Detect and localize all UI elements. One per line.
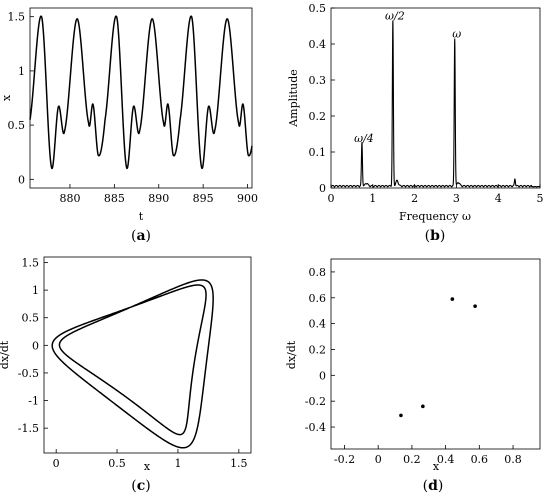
panel-b-spectrum-line bbox=[330, 20, 541, 188]
panel-d-y-tick-label: -0.4 bbox=[305, 421, 326, 434]
panel-b-x-tick-label: 3 bbox=[453, 192, 460, 205]
panel-d-plot-frame bbox=[330, 258, 541, 450]
panel-b-x-tick-label: 1 bbox=[369, 192, 376, 205]
panel-a-y-tick-label: 1 bbox=[18, 65, 25, 78]
panel-d-y-tick-label: -0.2 bbox=[305, 395, 326, 408]
panel-d-x-tick-label: 0.6 bbox=[471, 453, 489, 466]
panel-a-y-ticks: 0 0.5 1 1.5 bbox=[8, 11, 34, 186]
panel-d-y-tick-label: 0.4 bbox=[309, 318, 327, 331]
panel-c-ylabel: dx/dt bbox=[0, 340, 11, 369]
panel-a-ylabel: x bbox=[0, 94, 13, 101]
panel-a-y-tick-label: 1.5 bbox=[8, 11, 26, 24]
panel-d-point bbox=[450, 297, 455, 301]
panel-c-y-tick-label: 0 bbox=[32, 339, 39, 352]
panel-d: -0.2 0 0.2 0.4 0.6 0.8 0.80.60.40.20-0.2-0.4 … bbox=[285, 258, 541, 494]
panel-b-x-tick-label: 4 bbox=[495, 192, 502, 205]
panel-b-peak-label: ω/2 bbox=[385, 9, 405, 22]
panel-b-peak-label: ω/4 bbox=[354, 132, 374, 145]
panel-d-y-tick-label: 0.8 bbox=[309, 266, 327, 279]
panel-c-y-tick-label: 0.5 bbox=[22, 312, 40, 325]
panel-d-xlabel: x bbox=[433, 460, 440, 473]
panel-a-y-tick-label: 0.5 bbox=[8, 119, 26, 132]
panel-b-y-ticks: 0 0.1 0.2 0.3 0.4 0.5 bbox=[309, 2, 335, 195]
panel-a-xlabel: t bbox=[139, 210, 144, 223]
panel-a-x-tick-label: 885 bbox=[104, 192, 125, 205]
panel-a: 880 885 890 895 900 0 0.5 1 1.5 t x (a) bbox=[0, 7, 258, 244]
panel-c-y-tick-label: -1.5 bbox=[18, 422, 39, 435]
panel-d-x-ticks: -0.2 0 0.2 0.4 0.6 0.8 bbox=[334, 445, 522, 466]
panel-c-phase-orbit-line bbox=[51, 279, 214, 449]
panel-d-y-tick-label: 0.2 bbox=[309, 343, 327, 356]
panel-b-peak-label: ω bbox=[452, 27, 461, 40]
panel-a-x-ticks: 880 885 890 895 900 bbox=[59, 184, 258, 205]
panel-c-y-tick-label: 1 bbox=[32, 284, 39, 297]
panel-a-time-series-line bbox=[29, 15, 253, 170]
panel-b-y-tick-label: 0.5 bbox=[309, 2, 327, 15]
panel-d-x-tick-label: 0.8 bbox=[504, 453, 522, 466]
panel-d-x-tick-label: 0.2 bbox=[403, 453, 421, 466]
panel-b-y-tick-label: 0.2 bbox=[309, 110, 327, 123]
panel-d-x-tick-label: 0 bbox=[375, 453, 382, 466]
panel-c-y-tick-label: 1.5 bbox=[22, 257, 40, 270]
panel-a-x-tick-label: 890 bbox=[148, 192, 169, 205]
panel-b-x-ticks: 0 1 2 3 4 5 bbox=[328, 184, 544, 205]
panel-d-point bbox=[421, 404, 425, 409]
panel-a-y-tick-label: 0 bbox=[18, 173, 25, 186]
panel-c-y-tick-label: -1 bbox=[28, 395, 39, 408]
panel-a-label: (a) bbox=[131, 228, 151, 244]
panel-d-label: (d) bbox=[423, 478, 444, 494]
panel-a-plot-frame bbox=[29, 7, 253, 189]
panel-d-point bbox=[473, 304, 477, 308]
panel-c-x-tick-label: 1 bbox=[174, 457, 181, 470]
panel-c: 0 0.5 1 1.5 1.5 1 0.5 0 -0.5 -1 -1.5 x dx/dt (c) bbox=[0, 256, 252, 494]
panel-c-x-ticks: 0 0.5 1 1.5 bbox=[53, 449, 248, 470]
panel-d-y-ticks: 0.8 0.6 0.4 0.2 0 -0.2 -0.4 bbox=[305, 266, 335, 434]
panel-c-y-ticks: 1.5 1 0.5 0 -0.5 -1 -1.5 bbox=[18, 257, 48, 435]
panel-d-ylabel: dx/dt bbox=[285, 340, 298, 369]
panel-d-x-tick-label: 0.4 bbox=[437, 453, 455, 466]
panel-c-x-tick-label: 0 bbox=[53, 457, 60, 470]
panel-b-y-tick-label: 0.4 bbox=[309, 38, 327, 51]
panel-d-y-tick-label: 0.6 bbox=[309, 292, 327, 305]
panel-c-y-tick-label: -0.5 bbox=[18, 367, 39, 380]
panel-a-x-tick-label: 880 bbox=[59, 192, 80, 205]
panel-b-xlabel: Frequency ω bbox=[399, 210, 471, 223]
panel-b-x-tick-label: 5 bbox=[537, 192, 544, 205]
panel-a-x-tick-label: 895 bbox=[193, 192, 214, 205]
panel-c-xlabel: x bbox=[144, 460, 151, 473]
panel-b-x-tick-label: 0 bbox=[328, 192, 335, 205]
panel-c-x-tick-label: 0.5 bbox=[108, 457, 126, 470]
panel-b-x-tick-label: 2 bbox=[411, 192, 418, 205]
panel-d-points bbox=[399, 297, 477, 418]
panel-c-label: (c) bbox=[131, 478, 150, 494]
panel-b-peak-labels: ω/4 ω/2 ω bbox=[354, 9, 461, 144]
panel-d-x-tick-label: -0.2 bbox=[334, 453, 355, 466]
panel-c-x-tick-label: 1.5 bbox=[230, 457, 248, 470]
panel-d-point bbox=[399, 413, 403, 418]
panel-b-y-tick-label: 0 bbox=[319, 182, 326, 195]
panel-b-plot-frame bbox=[330, 7, 541, 189]
panel-b-label: (b) bbox=[425, 228, 446, 244]
panel-b-y-tick-label: 0.1 bbox=[309, 146, 327, 159]
panel-b-y-tick-label: 0.3 bbox=[309, 74, 327, 87]
panel-b-ylabel: Amplitude bbox=[287, 69, 300, 128]
panel-c-plot-frame bbox=[43, 256, 252, 454]
panel-d-y-tick-label: 0 bbox=[319, 369, 326, 382]
panel-a-x-tick-label: 900 bbox=[237, 192, 258, 205]
panel-b: 0 1 2 3 4 5 0 0.1 0.2 0.3 0.4 0.5 ω/4 ω/2 ω Frequenc… bbox=[287, 2, 544, 244]
